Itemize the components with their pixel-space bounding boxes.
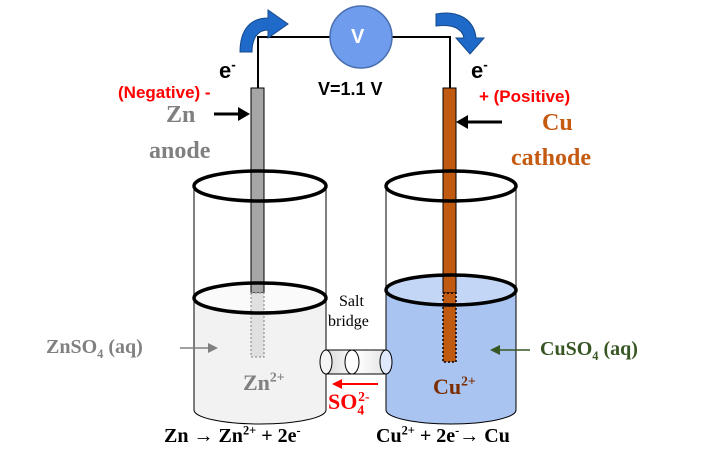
voltage-reading: V=1.1 V: [318, 79, 383, 99]
zinc-electrode: [250, 87, 265, 294]
voltmeter: [329, 5, 393, 69]
zinc-electrode-submerged: [250, 292, 265, 358]
copper-electrode: [442, 87, 457, 294]
cathode-half-reaction: Cu2+ + 2e-→ Cu: [376, 423, 510, 447]
circuit-wire: [257, 36, 330, 88]
zinc-beaker-rim: [192, 169, 328, 203]
salt-bridge-label-line1: Salt: [339, 293, 364, 310]
anode-label: anode: [149, 138, 211, 164]
negative-label: (Negative) -: [118, 83, 211, 102]
cuso4-label: CuSO4 (aq): [540, 338, 638, 363]
electron-label-left: e-: [219, 57, 236, 83]
zinc-solution-surface: [192, 281, 328, 315]
voltmeter-symbol: V: [351, 26, 365, 48]
zinc-ion-label: Zn2+: [243, 369, 285, 395]
electron-flow-arrow-left: [239, 9, 289, 53]
cu-pointer-arrow: [456, 115, 502, 129]
sulfate-label: SO42-: [328, 388, 370, 418]
znso4-pointer-arrow: [180, 343, 218, 353]
copper-ion-label: Cu2+: [433, 373, 476, 399]
salt-bridge: [319, 349, 393, 375]
electron-symbol: e: [219, 58, 232, 83]
anode-half-reaction: Zn → Zn2+ + 2e-: [164, 423, 301, 447]
sulfate-flow-arrow: [332, 379, 378, 389]
zinc-name: Zn: [166, 102, 196, 128]
electron-charge: -: [483, 57, 488, 73]
electron-charge: -: [231, 57, 236, 73]
cuso4-pointer-arrow: [490, 345, 530, 355]
reaction-arrow: →: [193, 425, 214, 447]
circuit-wire-right: [392, 36, 451, 88]
reaction-arrow: →: [459, 425, 480, 447]
salt-bridge-label-line2: bridge: [328, 313, 369, 330]
positive-label: + (Positive): [479, 87, 571, 106]
cathode-label: cathode: [511, 145, 591, 171]
copper-name: Cu: [542, 110, 573, 136]
znso4-label: ZnSO4 (aq): [46, 336, 143, 361]
copper-electrode-submerged: [442, 292, 457, 363]
zn-pointer-arrow: [214, 107, 250, 121]
electron-label-right: e-: [471, 57, 488, 83]
electron-symbol: e: [471, 58, 484, 83]
copper-solution-surface: [384, 273, 518, 307]
electron-flow-arrow-right: [435, 12, 486, 55]
copper-beaker-rim: [384, 169, 518, 203]
